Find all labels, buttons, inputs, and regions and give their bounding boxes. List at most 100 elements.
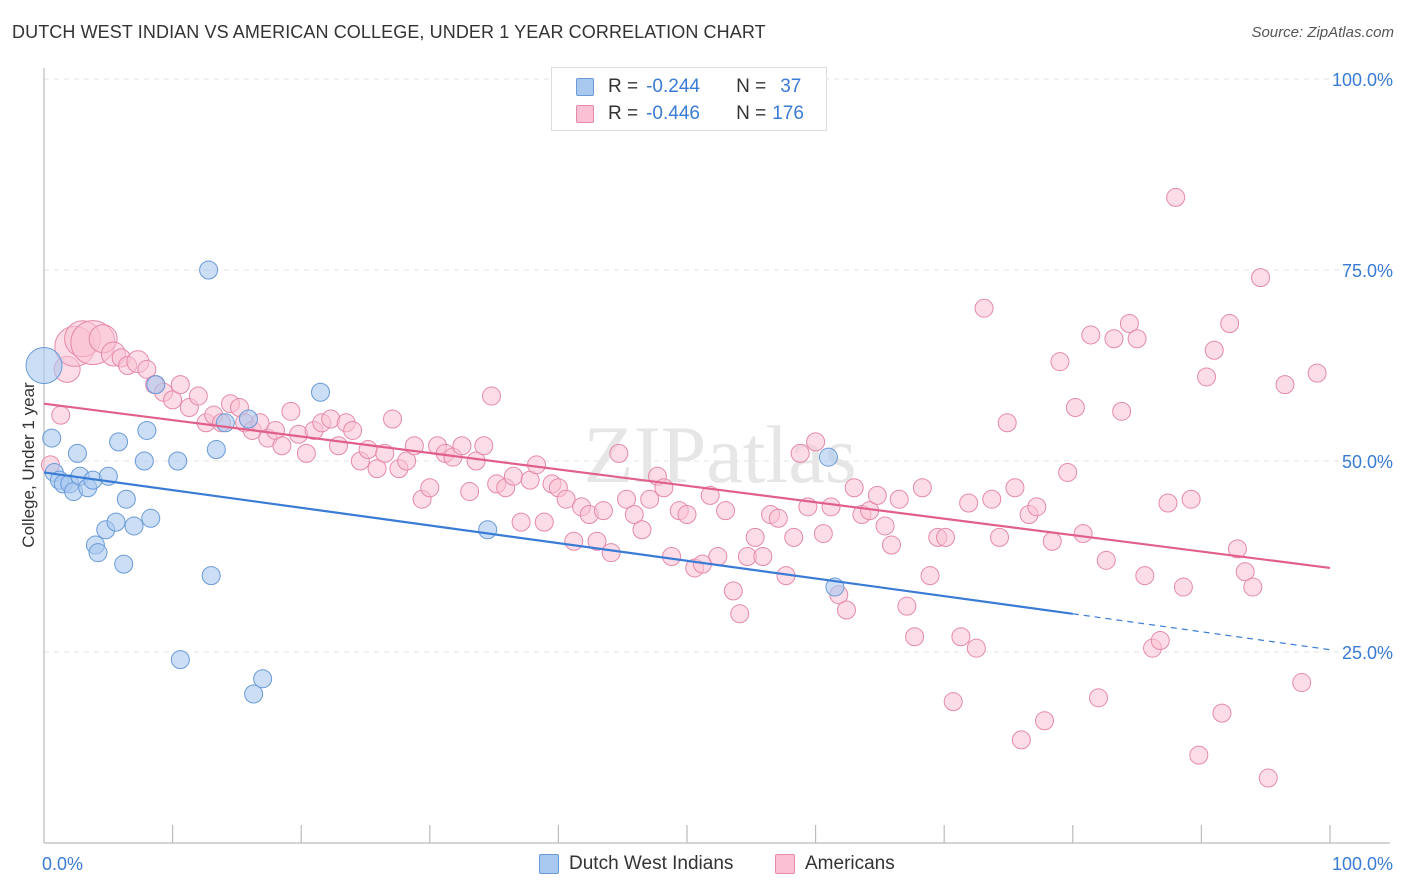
dutch-west-indians-point [818,447,838,467]
americans-point [593,501,613,521]
americans-point [170,375,190,395]
americans-point [367,459,387,479]
americans-point [784,527,804,547]
dutch-west-indians-point [310,382,330,402]
americans-point [943,692,963,712]
americans-point [420,478,440,498]
legend-r-value: -0.244 [646,76,700,97]
americans-point [997,413,1017,433]
dutch-west-indians-point [201,566,221,586]
americans-point [1258,768,1278,788]
americans-point [1307,363,1327,383]
bottom-legend-swatch-blue [539,854,559,874]
bottom-legend-label: Americans [805,853,895,874]
americans-point [474,436,494,456]
dutch-west-indians-point [42,428,62,448]
y-tick-label: 50.0% [1342,452,1393,472]
americans-point [1081,325,1101,345]
correlation-legend: R = -0.244 N = 37 R = -0.446 N = 176 [551,67,827,131]
americans-point [609,443,629,463]
dutch-west-indians-point [109,432,129,452]
americans-point [564,531,584,551]
americans-point [1005,478,1025,498]
dutch-west-indians-point [67,443,87,463]
dutch-west-indians-point [25,347,63,384]
americans-point [875,516,895,536]
dutch-west-indians-point [88,543,108,563]
dutch-west-indians-point [206,440,226,460]
americans-point [272,436,292,456]
dutch-west-indians-point [134,451,154,471]
legend-r-label: R = [608,103,639,124]
americans-point [1204,340,1224,360]
legend-r-value: -0.446 [646,103,700,124]
americans-point [1089,688,1109,708]
legend-n-value: 176 [772,103,804,124]
americans-point [1011,730,1031,750]
americans-point [624,504,644,524]
americans-point [511,512,531,532]
americans-point [897,596,917,616]
americans-point [813,524,833,544]
americans-point [1220,313,1240,333]
americans-point [587,531,607,551]
americans-point [617,489,637,509]
tick-labels: 25.0% 50.0% 75.0% 100.0% 0.0% 100.0% [42,70,1393,874]
americans-point [281,401,301,421]
dutch-west-indians-point [124,516,144,536]
americans-point [188,386,208,406]
americans-point [1035,711,1055,731]
americans-point [1173,577,1193,597]
dutch-west-indians-point [116,489,136,509]
americans-point [1227,539,1247,559]
legend-n-label: N = [736,76,767,97]
americans-point [1292,673,1312,693]
bottom-legend-swatch-pink [775,854,795,874]
americans-trend-line [43,402,1331,570]
americans-point [1042,531,1062,551]
y-tick-label: 75.0% [1342,261,1393,281]
axes [43,68,1390,844]
americans-point [482,386,502,406]
americans-point [716,501,736,521]
americans-point [137,359,157,379]
americans-point [730,604,750,624]
americans-point [912,478,932,498]
americans-point [1251,268,1271,288]
chart-title: DUTCH WEST INDIAN VS AMERICAN COLLEGE, U… [12,22,766,42]
americans-point [951,627,971,647]
americans-point [959,493,979,513]
dutch-west-indians-point [170,650,190,670]
dutch-west-indians-trend-line [43,471,1073,615]
americans-point [1181,489,1201,509]
americans-point [1127,329,1147,349]
y-tick-label: 100.0% [1332,70,1393,90]
dutch-west-indians-point [168,451,188,471]
americans-point [601,543,621,563]
americans-point [397,451,417,471]
americans-point [790,443,810,463]
americans-point [1235,562,1255,582]
americans-point [503,466,523,486]
x-tick-label: 100.0% [1332,854,1393,874]
y-tick-label: 25.0% [1342,643,1393,663]
americans-point [556,489,576,509]
americans-point [1058,462,1078,482]
americans-point [632,520,652,540]
americans-point [974,298,994,318]
americans-point [1197,367,1217,387]
americans-point [982,489,1002,509]
dutch-west-indians-point [137,420,157,440]
americans-point [1104,329,1124,349]
americans-point [867,485,887,505]
americans-point [677,504,697,524]
americans-point [1027,497,1047,517]
americans-point [723,581,743,601]
dutch-west-indians-trend-extension [1072,613,1331,651]
dutch-west-indians-point [199,260,219,280]
bottom-legend-label: Dutch West Indians [569,853,734,874]
americans-point [460,482,480,502]
dutch-west-indians-points [25,260,845,704]
americans-point [1065,398,1085,418]
americans-point [806,432,826,452]
